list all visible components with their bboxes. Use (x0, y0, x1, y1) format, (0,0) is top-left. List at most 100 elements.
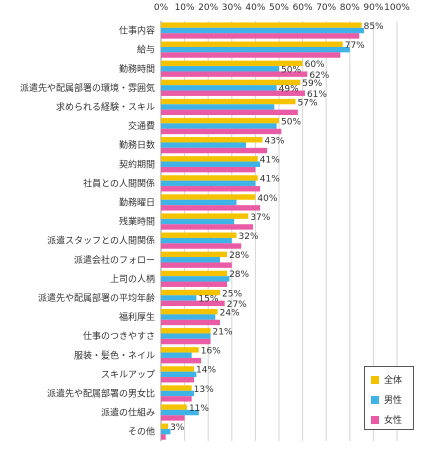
bar-1-10 (161, 218, 235, 225)
x-axis-ticks: 0% 10% 20% 30% 40% 50% 60% 70% 80% 90% 100% (154, 3, 410, 13)
bar-1-4 (161, 104, 275, 110)
x-tick-label-9: 90% (363, 3, 383, 13)
x-tick-label-8: 80% (340, 3, 360, 13)
bar-1-7 (161, 161, 261, 167)
bar-0-18 (161, 366, 195, 372)
category-label-7: 契約期間 (119, 158, 155, 170)
bar-1-17 (161, 352, 192, 358)
bar-0-1 (161, 41, 343, 47)
bar-2-3 (161, 90, 305, 96)
value-label-0-14: 25% (222, 289, 242, 299)
value-label-1-14: 15% (198, 295, 218, 305)
value-label-0-15: 24% (220, 308, 240, 318)
bar-2-12 (161, 262, 232, 268)
category-label-6: 勤務日数 (119, 139, 155, 151)
category-label-8: 社員との人間関係 (83, 177, 155, 189)
value-label-0-6: 43% (264, 136, 284, 146)
legend-item-0: 全体 (371, 373, 402, 386)
legend-label-1: 男性 (384, 396, 403, 406)
bar-0-2 (161, 60, 303, 67)
bar-2-14 (161, 300, 225, 307)
value-label-0-1: 77% (345, 41, 365, 51)
bar-1-0 (161, 27, 364, 34)
bar-2-11 (161, 243, 242, 249)
bar-1-11 (161, 237, 232, 244)
category-label-5: 交通費 (128, 120, 155, 132)
bar-0-19 (161, 385, 192, 391)
x-tick-label-2: 20% (198, 3, 218, 13)
bar-2-21 (161, 434, 166, 440)
bar-1-9 (161, 199, 237, 206)
value-label-0-7: 41% (260, 156, 280, 166)
x-tick-label-6: 60% (293, 3, 313, 13)
bar-2-18 (161, 377, 195, 383)
value-label-0-21: 3% (170, 423, 185, 433)
bar-0-15 (161, 308, 218, 315)
bar-2-4 (161, 109, 298, 116)
value-label-0-5: 50% (281, 117, 301, 127)
bar-1-12 (161, 257, 220, 263)
bar-2-2 (161, 71, 308, 77)
category-label-1: 給与 (137, 44, 155, 56)
category-label-21: その他 (128, 426, 155, 438)
bar-1-2 (161, 66, 279, 72)
bar-0-4 (161, 98, 296, 105)
category-label-18: スキルアップ (101, 369, 155, 380)
value-label-2-3: 61% (307, 90, 327, 100)
value-label-0-16: 21% (213, 327, 233, 337)
value-labels: 85% 77% 60% 50% 62%59%49% 61%57% 50% 43% 41% 41% 4… (170, 22, 384, 433)
bar-1-21 (161, 428, 171, 435)
value-label-0-3: 59% (302, 79, 322, 89)
value-label-0-4: 57% (298, 98, 318, 108)
bar-1-16 (161, 333, 211, 339)
bar-2-7 (161, 166, 256, 173)
category-label-12: 派遣会社のフォロー (74, 254, 155, 266)
category-label-10: 残業時間 (119, 216, 155, 228)
bar-2-1 (161, 52, 341, 58)
bar-1-20 (161, 409, 199, 416)
value-label-0-11: 32% (239, 232, 259, 242)
bar-2-10 (161, 224, 254, 230)
legend-label-2: 女性 (384, 416, 403, 426)
value-label-2-2: 62% (309, 71, 329, 81)
bar-2-8 (161, 186, 261, 192)
category-label-11: 派遣スタッフとの人間関係 (47, 235, 155, 247)
value-label-1-2: 50% (281, 65, 301, 75)
bar-1-13 (161, 276, 230, 282)
x-tick-label-0: 0% (154, 3, 169, 13)
value-label-0-12: 28% (229, 251, 249, 261)
value-label-0-10: 37% (250, 213, 270, 223)
bar-2-13 (161, 281, 228, 287)
bar-2-0 (161, 33, 360, 39)
bar-1-6 (161, 142, 246, 148)
bar-0-21 (161, 423, 169, 429)
category-label-20: 派遣の仕組み (101, 407, 155, 419)
x-tick-label-1: 10% (175, 3, 195, 13)
value-label-2-14: 27% (227, 300, 247, 310)
bar-1-5 (161, 123, 277, 129)
bar-0-17 (161, 347, 199, 353)
bar-1-8 (161, 180, 256, 187)
bar-1-15 (161, 314, 216, 320)
value-label-0-17: 16% (201, 347, 221, 357)
category-label-4: 求められる経験・スキル (56, 101, 155, 113)
category-label-16: 仕事のつきやすさ (83, 330, 155, 342)
bar-0-8 (161, 175, 258, 181)
bar-2-17 (161, 357, 202, 364)
legend-swatch-1 (371, 395, 379, 404)
category-label-19: 派遣先や配属部署の男女比 (47, 387, 155, 399)
x-tick-label-3: 30% (222, 3, 242, 13)
x-tick-label-4: 40% (245, 3, 265, 13)
bar-2-9 (161, 205, 261, 211)
bar-0-3 (161, 79, 301, 86)
bar-0-5 (161, 117, 279, 124)
value-label-1-3: 49% (279, 85, 299, 95)
bar-2-5 (161, 128, 282, 135)
bar-0-10 (161, 213, 249, 219)
category-label-14: 派遣先や配属部署の平均年齢 (38, 292, 155, 304)
bar-0-16 (161, 328, 211, 334)
legend-swatch-2 (371, 415, 379, 424)
value-label-0-2: 60% (305, 60, 325, 70)
x-tick-label-7: 70% (316, 3, 336, 13)
bar-0-6 (161, 137, 263, 143)
